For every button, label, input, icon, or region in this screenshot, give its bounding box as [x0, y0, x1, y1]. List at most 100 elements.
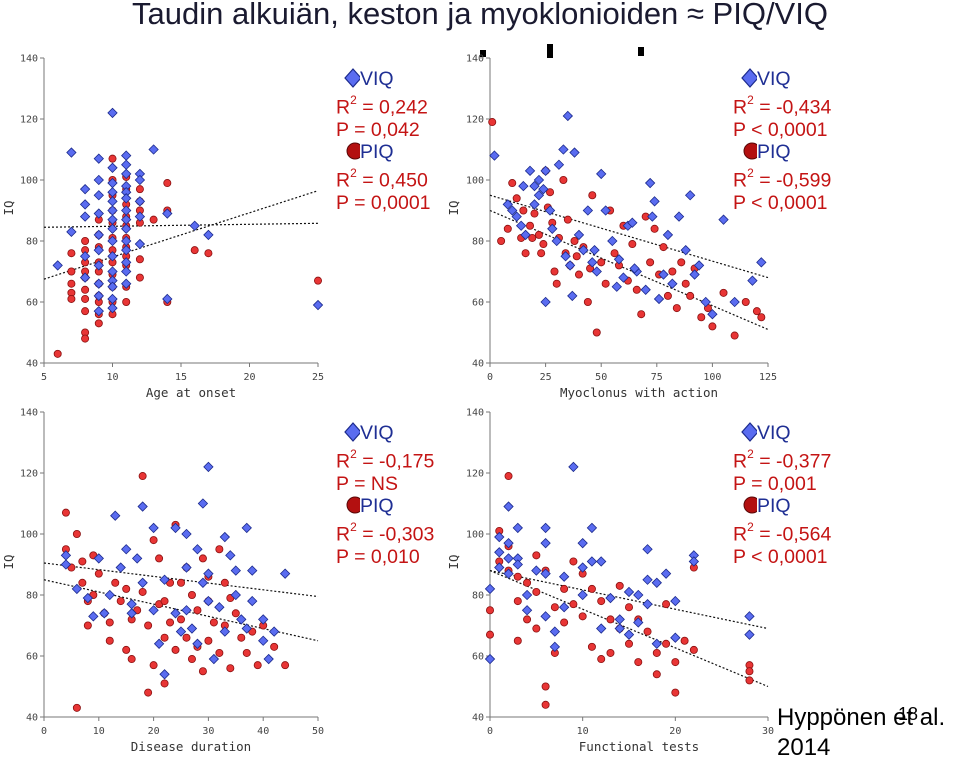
viq-point	[538, 183, 549, 195]
viq-point	[258, 614, 269, 625]
viq-point	[107, 281, 118, 292]
piq-point	[72, 703, 81, 712]
viq-point	[623, 629, 635, 640]
piq-point	[521, 249, 530, 258]
viq-point	[192, 638, 203, 649]
viq-point	[651, 577, 662, 588]
piq-point	[659, 243, 668, 252]
viq-point	[66, 147, 77, 158]
piq-point	[583, 297, 592, 306]
viq-point	[660, 568, 672, 579]
piq-point	[215, 545, 224, 554]
y-tick-label: 120	[20, 115, 38, 126]
piq-point	[209, 618, 218, 627]
viq-point	[688, 556, 700, 567]
piq-point	[680, 636, 689, 645]
piq-point	[546, 188, 555, 197]
piq-point	[488, 118, 497, 127]
viq-point	[587, 257, 598, 268]
viq-point	[680, 244, 691, 256]
viq-point	[181, 605, 192, 616]
piq-point	[108, 154, 117, 163]
viq-point	[614, 614, 625, 625]
viq-point	[529, 180, 540, 192]
viq-r2: R2 = -0,377	[733, 446, 832, 473]
viq-point	[596, 556, 607, 567]
piq-point	[672, 304, 681, 313]
piq-point	[643, 627, 652, 636]
viq-point	[633, 617, 644, 628]
viq-point	[540, 568, 551, 579]
piq-point	[163, 179, 172, 188]
piq-point	[204, 249, 213, 258]
viq-point	[520, 229, 531, 241]
viq-point	[107, 205, 118, 216]
piq-point	[198, 554, 207, 563]
piq-point	[563, 215, 572, 224]
viq-point	[640, 284, 651, 295]
y-tick-label: 40	[472, 713, 484, 724]
viq-point	[268, 626, 280, 637]
viq-point	[148, 605, 159, 616]
piq-point	[526, 221, 535, 230]
viq-point	[203, 461, 214, 473]
piq-point	[513, 597, 522, 606]
dash-mark	[547, 44, 553, 58]
viq-point	[573, 229, 585, 241]
piq-point	[160, 597, 169, 606]
piq-point	[508, 179, 517, 188]
x-tick-label: 30	[762, 726, 774, 737]
x-tick-label: 0	[41, 726, 47, 737]
viq-point	[170, 522, 181, 534]
piq-legend-label: PIQ	[360, 495, 394, 517]
viq-point	[670, 632, 681, 643]
viq-point	[79, 251, 91, 262]
viq-point	[484, 653, 496, 665]
viq-point	[549, 641, 561, 653]
piq-point	[550, 603, 559, 612]
stats-duration: VIQ R2 = -0,175 P = NS PIQ R2 = -0,303 P…	[336, 421, 435, 568]
viq-point	[126, 598, 137, 610]
viq-point	[181, 562, 192, 573]
viq-point	[121, 193, 132, 204]
piq-r2: R2 = -0,303	[336, 519, 435, 546]
viq-p: P = 0,042	[336, 118, 420, 141]
viq-point	[529, 199, 540, 210]
piq-point	[67, 249, 76, 258]
y-tick-label: 140	[20, 408, 38, 419]
viq-point	[131, 553, 143, 564]
piq-point	[190, 246, 199, 255]
viq-point	[564, 260, 576, 271]
viq-point	[521, 589, 533, 601]
x-tick-label: 0	[487, 726, 493, 737]
y-tick-label: 40	[26, 359, 38, 370]
piq-point	[550, 267, 559, 276]
citation-authors: Hyppönen et al.	[777, 704, 946, 731]
viq-point	[614, 623, 625, 634]
viq-point	[93, 174, 104, 186]
viq-point	[203, 568, 214, 579]
viq-p: P < 0,0001	[733, 118, 828, 141]
viq-point	[577, 537, 588, 549]
piq-point	[122, 297, 131, 306]
y-tick-label: 140	[20, 54, 38, 65]
viq-point	[484, 583, 496, 595]
piq-point	[105, 618, 114, 627]
viq-point	[134, 174, 146, 186]
y-tick-label: 120	[20, 469, 38, 480]
piq-legend-icon	[346, 496, 360, 514]
viq-legend-icon	[741, 67, 757, 88]
viq-point	[647, 211, 658, 222]
x-tick-label: 10	[577, 726, 589, 737]
piq-point	[149, 536, 158, 545]
piq-point	[741, 297, 750, 306]
piq-point	[578, 612, 587, 621]
piq-point	[135, 255, 144, 264]
piq-point	[597, 597, 606, 606]
y-tick-label: 40	[26, 713, 38, 724]
viq-point	[729, 296, 740, 308]
viq-fit-line	[489, 570, 769, 630]
piq-point	[215, 648, 224, 657]
viq-point	[629, 263, 640, 274]
viq-point	[189, 220, 200, 231]
